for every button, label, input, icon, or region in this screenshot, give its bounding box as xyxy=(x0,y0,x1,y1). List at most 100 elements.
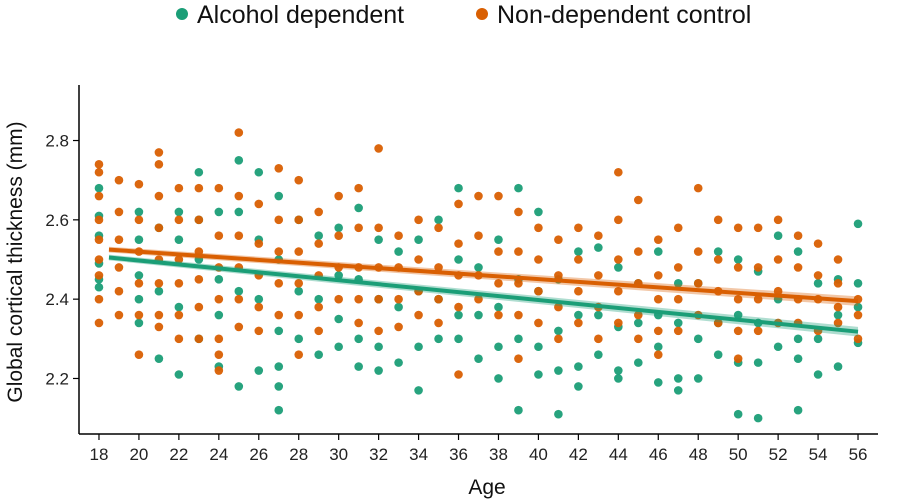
data-point xyxy=(773,286,783,296)
y-tick-label: 2.4 xyxy=(45,290,69,309)
data-point xyxy=(554,302,563,312)
data-point xyxy=(94,255,104,264)
data-point xyxy=(514,310,523,320)
data-point xyxy=(853,310,863,320)
data-point xyxy=(394,294,403,304)
data-point xyxy=(414,310,423,320)
data-point xyxy=(314,302,324,312)
data-point xyxy=(154,148,164,157)
data-point xyxy=(214,294,224,304)
data-point xyxy=(534,286,543,296)
x-tick-label: 46 xyxy=(649,445,668,464)
data-point xyxy=(634,195,643,205)
data-point xyxy=(274,191,284,201)
data-point xyxy=(214,183,224,193)
data-point xyxy=(454,334,463,344)
data-point xyxy=(154,160,164,169)
data-point xyxy=(214,334,224,344)
data-point xyxy=(134,235,144,244)
data-point xyxy=(793,263,803,272)
data-point xyxy=(733,326,743,336)
data-point xyxy=(234,294,244,304)
data-point xyxy=(314,239,324,248)
data-point xyxy=(614,255,623,264)
data-point xyxy=(673,263,683,272)
data-point xyxy=(154,191,164,201)
data-point xyxy=(134,271,144,280)
data-point xyxy=(773,255,783,264)
data-point xyxy=(653,235,663,244)
data-point xyxy=(194,302,204,312)
data-point xyxy=(434,263,443,272)
data-point xyxy=(554,271,563,280)
data-point xyxy=(374,326,383,336)
data-point xyxy=(414,235,423,244)
data-point xyxy=(214,350,224,359)
data-point xyxy=(693,247,703,256)
data-point xyxy=(534,370,543,379)
x-tick-label: 54 xyxy=(809,445,828,464)
data-point xyxy=(334,231,343,241)
data-point xyxy=(773,231,783,241)
data-point xyxy=(733,263,743,272)
data-point xyxy=(833,362,843,371)
data-point xyxy=(673,326,683,336)
x-tick-label: 52 xyxy=(769,445,788,464)
data-point xyxy=(753,358,763,367)
data-point xyxy=(853,302,863,312)
data-point xyxy=(634,334,643,344)
data-point xyxy=(174,310,184,320)
data-point xyxy=(254,167,264,177)
data-point xyxy=(134,179,144,189)
data-point xyxy=(174,235,184,244)
data-point xyxy=(234,322,244,332)
data-point xyxy=(94,183,104,193)
data-point xyxy=(534,207,543,217)
data-point xyxy=(673,386,683,395)
data-point xyxy=(514,354,523,363)
data-point xyxy=(653,350,663,359)
data-point xyxy=(494,374,503,383)
data-point xyxy=(394,247,403,256)
x-tick-label: 40 xyxy=(529,445,548,464)
data-point xyxy=(274,215,284,225)
data-point xyxy=(574,286,583,296)
x-tick-label: 42 xyxy=(569,445,588,464)
data-point xyxy=(673,223,683,233)
data-point xyxy=(214,207,224,217)
data-point xyxy=(134,294,144,304)
data-point xyxy=(534,223,543,233)
data-point xyxy=(114,310,124,320)
data-point xyxy=(374,294,383,304)
data-point xyxy=(414,255,423,264)
data-point xyxy=(673,318,683,328)
legend-marker-alcohol-dependent xyxy=(176,8,188,20)
data-point xyxy=(154,310,164,320)
data-point xyxy=(574,362,583,371)
data-point xyxy=(474,354,483,363)
data-point xyxy=(134,278,144,288)
data-point xyxy=(394,231,403,241)
data-point xyxy=(154,223,164,233)
data-point xyxy=(534,255,543,264)
data-point xyxy=(833,302,843,312)
data-point xyxy=(594,350,603,359)
data-point xyxy=(574,382,583,391)
data-point xyxy=(94,160,104,169)
data-point xyxy=(534,342,543,352)
data-point xyxy=(474,191,483,201)
data-point xyxy=(494,247,503,256)
data-point xyxy=(94,282,104,292)
data-point xyxy=(514,334,523,344)
data-point xyxy=(334,342,343,352)
data-point xyxy=(634,310,643,320)
data-point xyxy=(753,326,763,336)
data-point xyxy=(134,350,144,359)
data-point xyxy=(274,278,284,288)
legend: Alcohol dependent Non-dependent control xyxy=(176,1,751,29)
data-point xyxy=(653,271,663,280)
data-point xyxy=(793,231,803,241)
data-point xyxy=(454,302,463,312)
data-point xyxy=(134,207,144,217)
